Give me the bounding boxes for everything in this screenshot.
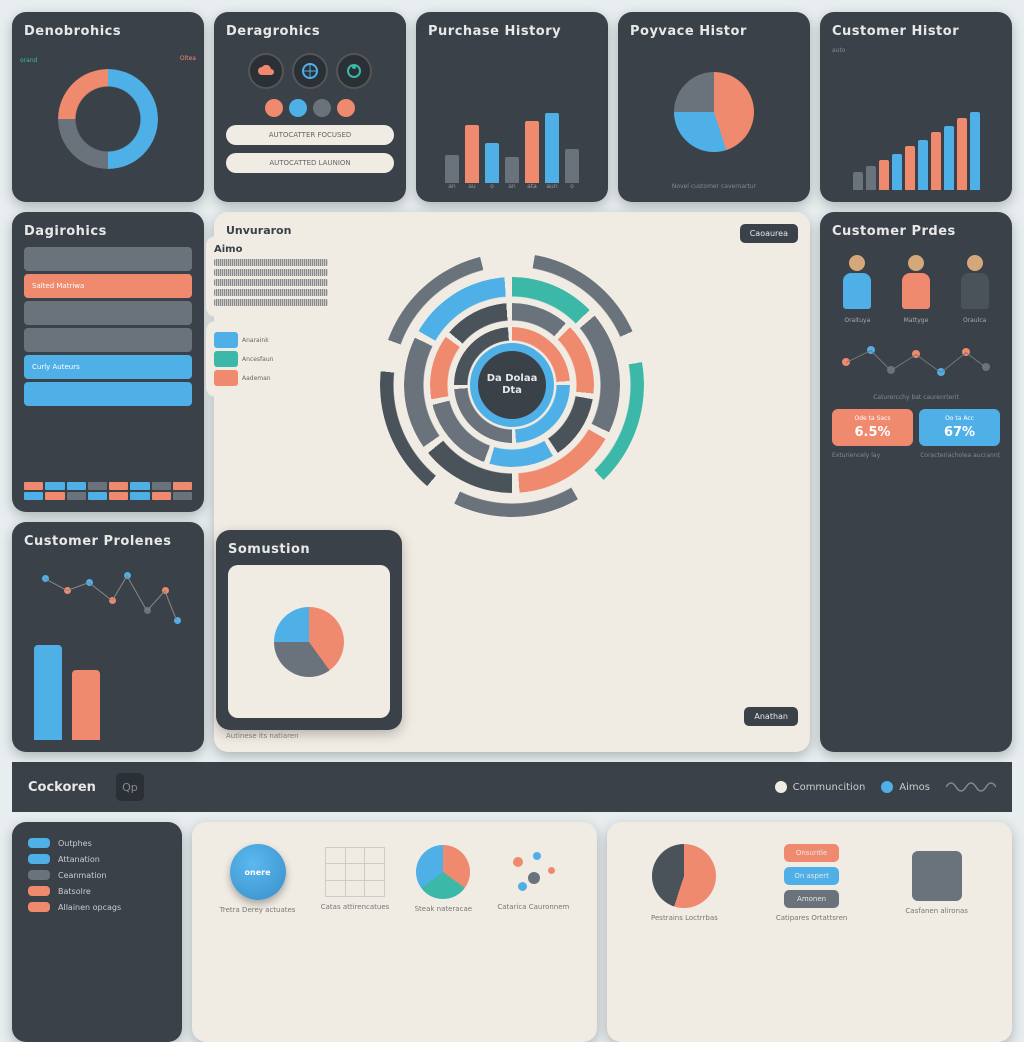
pie-chart bbox=[674, 72, 754, 152]
legend-bar: Cockoren Qp Communcition Aimos bbox=[12, 762, 1012, 812]
center-button[interactable]: Caoaurea bbox=[740, 224, 798, 243]
heatmap bbox=[24, 482, 192, 500]
legend-label: Oltea bbox=[180, 55, 196, 62]
legend-button[interactable]: Qp bbox=[116, 773, 144, 801]
net-sub: Caturercchy bat caurenrterit bbox=[832, 394, 1000, 401]
card-title: Dagirohics bbox=[24, 224, 192, 239]
legend-list-card: OutphesAttanationCeanmationBatsolreAllai… bbox=[12, 822, 182, 1042]
label: Casfanen alironas bbox=[905, 907, 968, 915]
bar-chart bbox=[428, 47, 596, 183]
subtitle: auto bbox=[832, 47, 1000, 54]
side-title: Aimo bbox=[214, 244, 328, 255]
purchase-history-card: Purchase History anauoanataauno bbox=[416, 12, 608, 202]
legend-item: Communcition bbox=[775, 781, 866, 793]
card-title: Denobrohics bbox=[24, 24, 192, 39]
card-title: Purchase History bbox=[428, 24, 596, 39]
legend-title: Cockoren bbox=[28, 780, 96, 795]
pie-chart bbox=[652, 844, 716, 908]
wave-icon bbox=[946, 777, 996, 797]
label: Pestrains Loctrrbas bbox=[651, 914, 718, 922]
dial-icon[interactable] bbox=[336, 53, 372, 89]
solution-pie-card: Somustion bbox=[216, 530, 402, 730]
placeholder-box bbox=[912, 851, 962, 901]
subtitle: Novel customer cavernartur bbox=[630, 183, 798, 190]
pie-chart bbox=[274, 607, 344, 677]
card-title: Customer Prdes bbox=[832, 224, 1000, 239]
demographics-donut-card: Denobrohics orand Oltea bbox=[12, 12, 204, 202]
legend-item: Aimos bbox=[881, 781, 930, 793]
color-dots bbox=[230, 99, 390, 117]
pie-card: Poyvace Histor Novel customer cavernartu… bbox=[618, 12, 810, 202]
label: Catipares Ortattsren bbox=[776, 914, 848, 922]
scatter-chart bbox=[24, 557, 192, 740]
foot-label: Exturiencely lay bbox=[832, 452, 880, 459]
foot-label: Coracteriacholea aucrannt bbox=[920, 452, 1000, 459]
card-title: Customer Histor bbox=[832, 24, 1000, 39]
bar-chart bbox=[832, 54, 1000, 190]
network-diagram bbox=[832, 338, 1000, 388]
pill-label: AUTOCATTER FOCUSED bbox=[226, 125, 394, 145]
customer-profiles-card: Customer Prdes OraituyaMattygeOraulca Ca… bbox=[820, 212, 1012, 752]
customer-history-card: Customer Histor auto bbox=[820, 12, 1012, 202]
globe-icon[interactable] bbox=[292, 53, 328, 89]
cloud-icon[interactable] bbox=[248, 53, 284, 89]
card-title: Deragrohics bbox=[226, 24, 394, 39]
customer-problems-card: Customer Prolenes bbox=[12, 522, 204, 752]
card-title: Somustion bbox=[228, 542, 390, 557]
legend-label: orand bbox=[20, 57, 37, 64]
radial-chart: Da Dolaa Dta bbox=[372, 245, 652, 525]
center-foot: Autinese its natiaren bbox=[226, 732, 798, 740]
card-title: Customer Prolenes bbox=[24, 534, 192, 549]
demographics-icons-card: Deragrohics AUTOCATTER FOCUSED AUTOCATTE… bbox=[214, 12, 406, 202]
pill-label: AUTOCATTED LAUNION bbox=[226, 153, 394, 173]
bottom-mid-card: onereTretra Derey actuatesCatas attirenc… bbox=[192, 822, 597, 1042]
table-card: Dagirohics Salted MatriwaCurly Auteurs bbox=[12, 212, 204, 512]
center-button[interactable]: Anathan bbox=[744, 707, 798, 726]
donut-chart bbox=[58, 69, 158, 169]
bottom-right-card: Pestrains Loctrrbas OnsuntleOn aspertAmo… bbox=[607, 822, 1012, 1042]
card-title: Poyvace Histor bbox=[630, 24, 798, 39]
side-card: AnarainkAncesfaunAademan bbox=[206, 321, 336, 397]
side-card: Aimo bbox=[206, 236, 336, 317]
